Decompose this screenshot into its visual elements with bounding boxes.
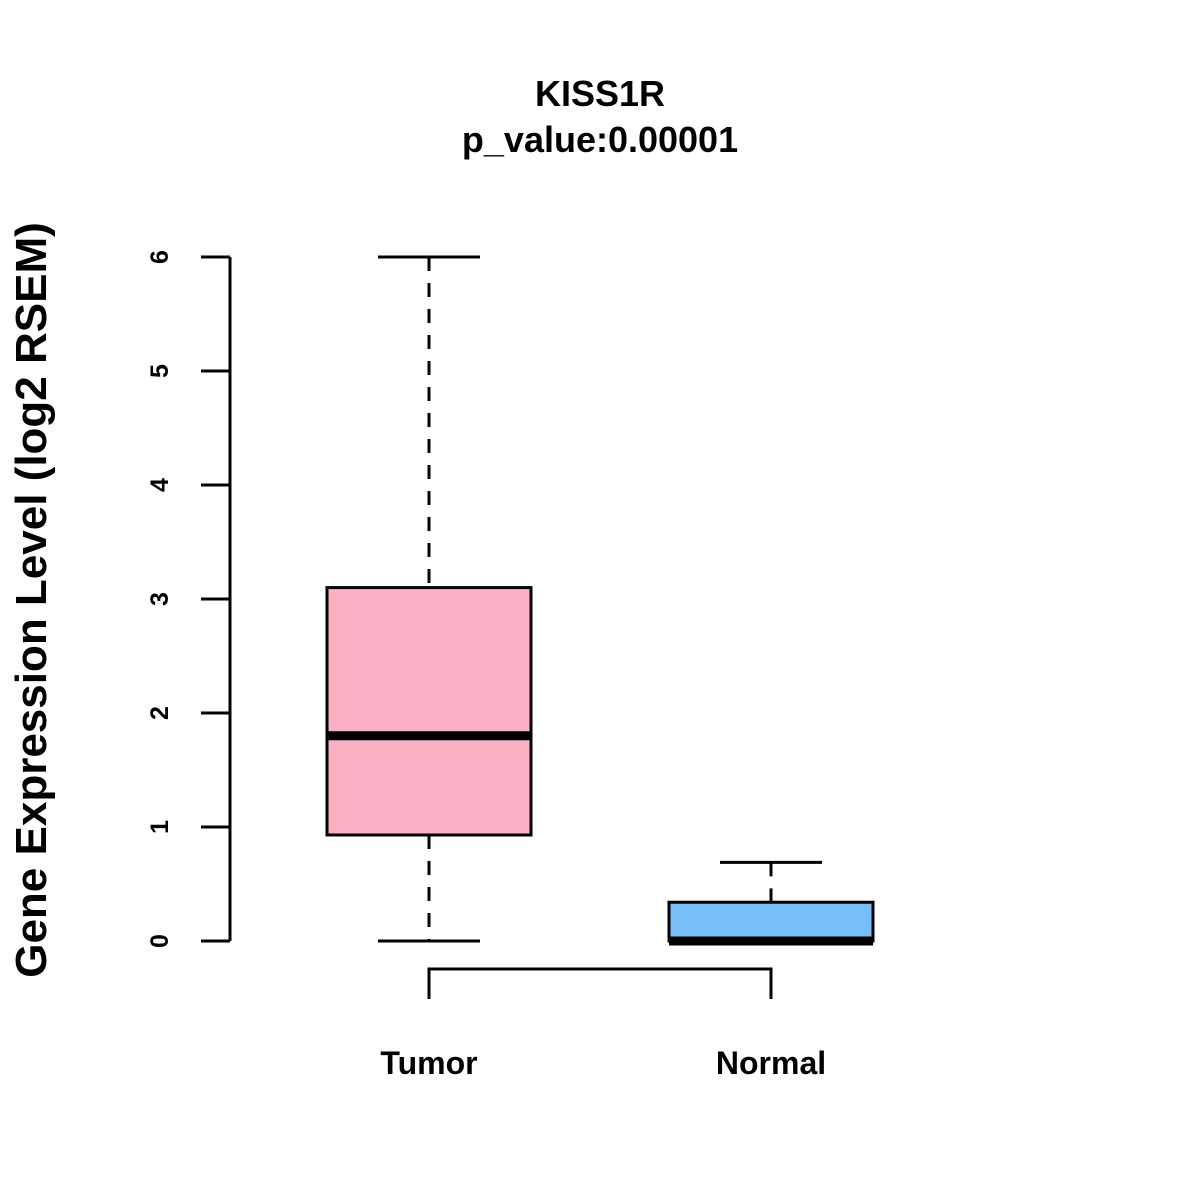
- comparison-bracket: [427, 967, 773, 999]
- box-tumor: [325, 255, 533, 943]
- y-axis: 0 1 2 3 4 5 6: [146, 250, 232, 948]
- box-series: [325, 255, 875, 946]
- y-tick-label: 1: [146, 820, 174, 834]
- y-tick-label: 3: [146, 592, 174, 606]
- bracket-line: [427, 967, 773, 999]
- y-axis-label: Gene Expression Level (log2 RSEM): [7, 222, 56, 978]
- y-tick-label: 6: [146, 250, 174, 264]
- y-tick-label: 4: [146, 478, 174, 492]
- chart-subtitle: p_value:0.00001: [462, 119, 738, 160]
- box-iqr: [325, 586, 533, 837]
- category-label-tumor: Tumor: [380, 1045, 477, 1081]
- category-label-normal: Normal: [716, 1045, 826, 1081]
- chart-title: KISS1R: [535, 73, 665, 114]
- y-tick-label: 2: [146, 706, 174, 720]
- box-normal: [667, 860, 875, 946]
- y-tick-label: 0: [146, 934, 174, 948]
- y-tick-label: 5: [146, 364, 174, 378]
- category-labels: Tumor Normal: [380, 1045, 826, 1081]
- box-iqr: [667, 900, 875, 943]
